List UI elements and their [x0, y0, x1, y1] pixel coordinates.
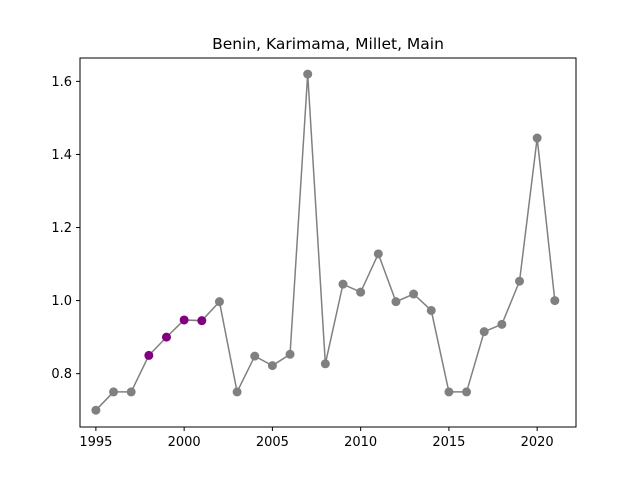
data-point	[497, 319, 507, 329]
highlighted-data-point	[197, 316, 207, 326]
data-point	[515, 276, 525, 286]
y-tick-label: 1.0	[51, 294, 72, 309]
highlighted-data-point	[179, 315, 189, 325]
y-tick-label: 1.6	[51, 75, 72, 90]
data-point	[285, 349, 295, 359]
y-axis: 0.8 1.0 1.2 1.4 1.6	[51, 75, 80, 382]
data-point	[338, 279, 348, 289]
data-point	[91, 405, 101, 415]
x-tick-label: 1995	[79, 435, 112, 450]
plot-frame	[79, 57, 577, 428]
x-tick-label: 2020	[521, 435, 554, 450]
data-point	[303, 69, 313, 79]
data-point	[550, 296, 560, 306]
x-tick-label: 2000	[168, 435, 201, 450]
data-point	[409, 289, 419, 299]
data-point	[109, 387, 119, 397]
data-point	[373, 249, 383, 259]
data-point	[391, 297, 401, 307]
data-point	[462, 387, 472, 397]
data-point	[267, 361, 277, 371]
highlighted-data-point	[144, 350, 154, 360]
x-tick-label: 2010	[344, 435, 377, 450]
data-point	[214, 297, 224, 307]
y-tick-label: 1.4	[51, 148, 72, 163]
data-point	[426, 305, 436, 315]
y-tick-label: 0.8	[51, 367, 72, 382]
x-axis: 1995 2000 2005 2010 2015 2020	[79, 427, 554, 450]
chart-title: Benin, Karimama, Millet, Main	[212, 35, 444, 53]
data-point	[444, 387, 454, 397]
data-point	[250, 351, 260, 361]
plot-area	[91, 69, 560, 415]
y-tick-label: 1.2	[51, 221, 72, 236]
data-point	[479, 327, 489, 337]
data-point	[232, 387, 242, 397]
data-point	[320, 359, 330, 369]
data-point	[532, 133, 542, 143]
data-point	[356, 287, 366, 297]
x-tick-label: 2005	[256, 435, 289, 450]
data-point	[126, 387, 136, 397]
x-tick-label: 2015	[432, 435, 465, 450]
highlighted-data-point	[161, 332, 171, 342]
